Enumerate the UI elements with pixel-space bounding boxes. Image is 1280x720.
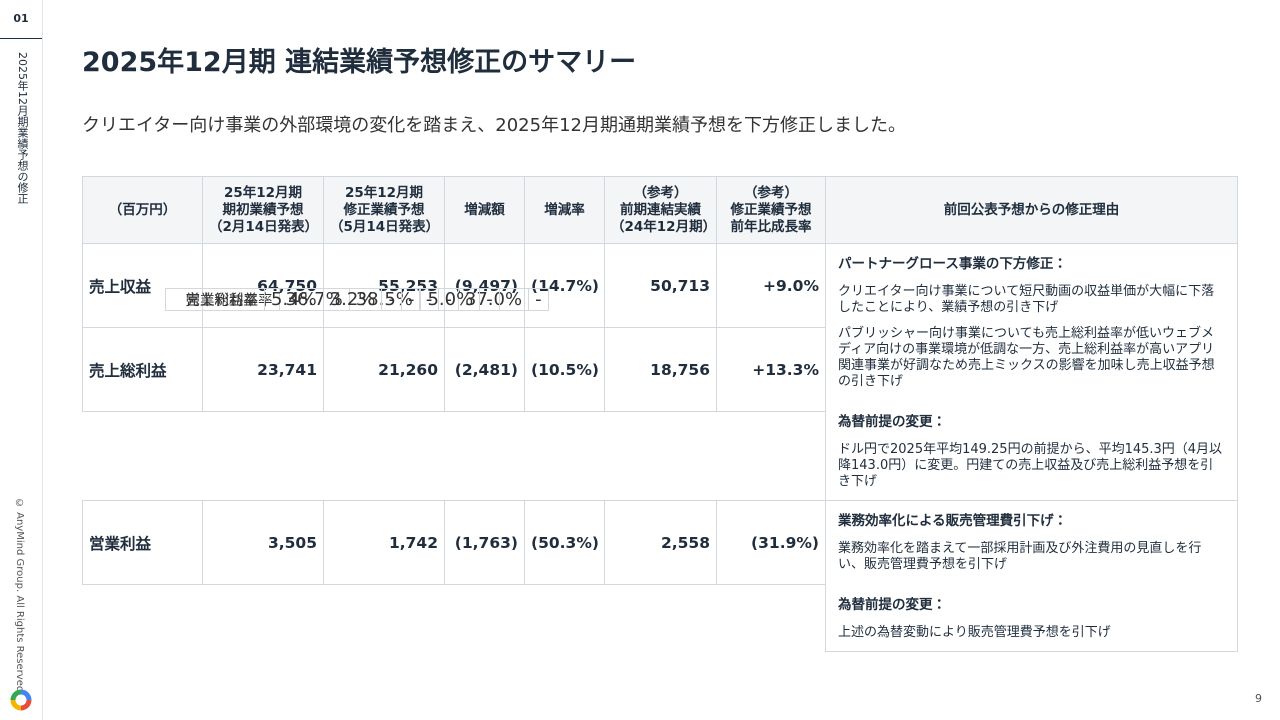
- value-cell: (31.9%): [716, 500, 826, 585]
- header-line: 増減額: [464, 201, 505, 218]
- header-line: 前期連結実績: [620, 201, 701, 218]
- value-cell: -: [400, 287, 422, 311]
- value-cell: (10.5%): [524, 327, 605, 412]
- header-line: 期初業績予想: [222, 201, 304, 218]
- value-cell: +13.3%: [716, 327, 826, 412]
- note-cell: 業務効率化による販売管理費引下げ： 業務効率化を踏まえて一部採用計画及び外注費用の…: [825, 500, 1238, 652]
- value-cell: 18,756: [604, 327, 717, 412]
- table-row: 売上総利益 23,741 21,260 (2,481) (10.5%) 18,756 +13…: [82, 327, 1238, 412]
- row-label: 営業利益率: [164, 287, 265, 311]
- value-cell: +9.0%: [716, 243, 826, 328]
- header-cell: 前回公表予想からの修正理由: [825, 176, 1238, 244]
- value-cell: 21,260: [323, 327, 445, 412]
- value-cell: -: [479, 287, 500, 311]
- value-cell: -: [381, 287, 402, 311]
- value-cell: (1,763): [444, 500, 525, 585]
- value-cell: 3.2%: [322, 287, 383, 311]
- section-number: 01: [13, 12, 29, 25]
- value-cell: 55,253: [323, 243, 445, 328]
- header-line: 25年12月期: [223, 184, 303, 201]
- header-line: （参考）: [744, 184, 798, 201]
- value-cell: 3,505: [202, 500, 324, 585]
- table-row: 営業利益率 5.4% 3.2% - -5.0% -: [164, 287, 500, 372]
- value-cell: (50.3%): [524, 500, 605, 585]
- note-text: パブリッシャー向け事業についても売上総利益率が低いウェブメディア向けの事業環境が…: [838, 326, 1215, 389]
- header-line: （24年12月期）: [611, 218, 717, 235]
- value-cell: 5.0%: [420, 287, 481, 311]
- note-text: ドル円で2025年平均149.25円の前提から、平均145.3円（4月以降143…: [838, 442, 1223, 489]
- value-cell: (9,497): [444, 243, 525, 328]
- header-line: （2月14日発表）: [209, 218, 319, 235]
- header-line: （百万円）: [108, 201, 177, 218]
- header-cell: （参考） 前期連結実績 （24年12月期）: [604, 176, 717, 244]
- forecast-table: （百万円） 25年12月期 期初業績予想 （2月14日発表） 25年12月期 修正業績予想…: [82, 176, 1238, 652]
- page-number: 9: [1255, 692, 1262, 705]
- table-row: 売上収益 64,750 55,253 (9,497) (14.7%) 50,713 +9.0…: [82, 243, 1238, 501]
- header-cell: （参考） 修正業績予想 前年比成長率: [716, 176, 826, 244]
- header-cell: 増減額: [444, 176, 525, 244]
- note-text: 業務効率化を踏まえて一部採用計画及び外注費用の見直しを行い、販売管理費予想を引下…: [838, 541, 1202, 572]
- subtitle: クリエイター向け事業の外部環境の変化を踏まえ、2025年12月期通期業績予想を下…: [82, 115, 906, 136]
- divider: [0, 38, 42, 39]
- spacer: [838, 400, 1225, 414]
- note-text: クリエイター向け事業について短尺動画の収益単価が大幅に下落したことにより、業績予…: [838, 284, 1215, 315]
- header-cell: （百万円）: [82, 176, 203, 244]
- value-cell: (2,481): [444, 327, 525, 412]
- header-line: 増減率: [544, 201, 585, 218]
- table-row: 営業利益 3,505 1,742 (1,763) (50.3%) 2,558 (31.9%)…: [82, 500, 1238, 652]
- note-text: 上述の為替変動により販売管理費予想を引下げ: [838, 625, 1111, 640]
- note-heading: パートナーグロース事業の下方修正：: [838, 256, 1067, 272]
- header-line: 25年12月期: [344, 184, 424, 201]
- logo: [10, 689, 32, 711]
- header-row: （百万円） 25年12月期 期初業績予想 （2月14日発表） 25年12月期 修正業績予想…: [82, 176, 1238, 244]
- row-label: 売上収益: [82, 243, 203, 328]
- value-cell: 1,742: [323, 500, 445, 585]
- note-heading: 業務効率化による販売管理費引下げ：: [838, 513, 1068, 529]
- header-cell: 25年12月期 修正業績予想 （5月14日発表）: [323, 176, 445, 244]
- note-heading: 為替前提の変更：: [838, 597, 946, 613]
- section-title: 2025年12月期業績予想の修正: [16, 52, 29, 204]
- header-line: （5月14日発表）: [330, 218, 440, 235]
- header-line: 修正業績予想: [730, 201, 812, 218]
- copyright: © AnyMind Group. All Rights Reserved.: [14, 498, 25, 696]
- header-line: 前年比成長率: [730, 218, 812, 235]
- note-cell: パートナーグロース事業の下方修正： クリエイター向け事業について短尺動画の収益単価…: [825, 243, 1238, 501]
- header-line: 前回公表予想からの修正理由: [943, 201, 1120, 218]
- value-cell: 50,713: [604, 243, 717, 328]
- spacer: [838, 583, 1225, 597]
- sidebar: 01 2025年12月期業績予想の修正 © AnyMind Group. All…: [0, 0, 43, 720]
- value-cell: -: [528, 287, 549, 311]
- header-cell: 増減率: [524, 176, 605, 244]
- row-label: 売上総利益: [82, 327, 203, 412]
- value-cell: 23,741: [202, 327, 324, 412]
- note-heading: 為替前提の変更：: [838, 414, 946, 430]
- title: 2025年12月期 連結業績予想修正のサマリー: [82, 47, 637, 78]
- value-cell: 2,558: [604, 500, 717, 585]
- header-line: （参考）: [633, 184, 688, 201]
- header-line: 修正業績予想: [343, 201, 425, 218]
- row-label: 営業利益: [82, 500, 203, 585]
- header-cell: 25年12月期 期初業績予想 （2月14日発表）: [202, 176, 324, 244]
- value-cell: 5.4%: [264, 287, 324, 311]
